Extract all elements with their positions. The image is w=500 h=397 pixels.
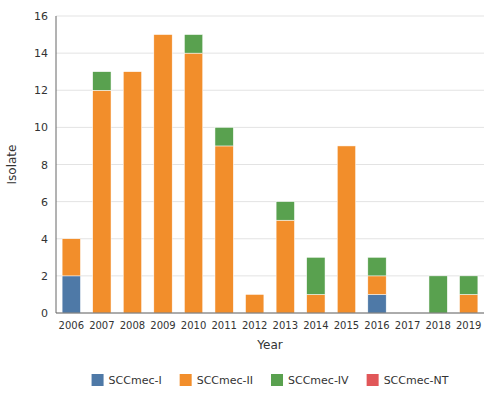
legend-swatch — [271, 374, 283, 386]
y-tick-label: 8 — [41, 159, 48, 172]
x-tick-label: 2007 — [89, 320, 114, 331]
legend-swatch — [180, 374, 192, 386]
bar-segment — [62, 238, 80, 239]
grid-line — [56, 16, 484, 17]
x-tick-label: 2006 — [59, 320, 84, 331]
bar-segment — [246, 294, 264, 313]
bar-segment — [276, 201, 294, 202]
bar-segment — [368, 276, 386, 295]
y-tick-label: 6 — [41, 196, 48, 209]
x-tick-label: 2010 — [181, 320, 206, 331]
legend-swatch — [367, 374, 379, 386]
y-axis-label: Isolate — [5, 145, 19, 185]
x-tick-label: 2019 — [456, 320, 481, 331]
x-tick-label: 2016 — [364, 320, 389, 331]
bar-segment — [62, 239, 80, 276]
bar-segment — [276, 220, 294, 313]
bar-segment — [154, 35, 172, 313]
bar-segment — [184, 53, 202, 313]
bar-segment — [215, 127, 233, 146]
grid — [56, 16, 484, 313]
bar-segment — [368, 294, 386, 313]
grid-line — [56, 90, 484, 91]
x-axis-line — [56, 313, 484, 314]
x-axis-label: Year — [256, 338, 282, 352]
x-tick-label: 2008 — [120, 320, 145, 331]
grid-line — [56, 53, 484, 54]
legend-item: SCCmec-II — [180, 374, 253, 387]
x-tick-label: 2011 — [211, 320, 236, 331]
bar-segment — [93, 72, 111, 91]
bar-segment — [307, 257, 325, 258]
bar-segment — [215, 127, 233, 128]
x-tick-label: 2017 — [395, 320, 420, 331]
bar-segment — [307, 257, 325, 294]
y-tick-label: 4 — [41, 233, 48, 246]
bar-segment — [337, 146, 355, 313]
legend-item: SCCmec-I — [92, 374, 162, 387]
bars — [62, 35, 478, 313]
y-axis-line — [56, 16, 57, 313]
bar-segment — [460, 294, 478, 313]
bar-segment — [276, 202, 294, 221]
legend-label: SCCmec-I — [109, 374, 162, 387]
y-tick-label: 12 — [34, 84, 48, 97]
y-tick-label: 2 — [41, 270, 48, 283]
grid-line — [56, 313, 484, 314]
bar-segment — [62, 238, 80, 239]
bar-segment — [246, 294, 264, 295]
grid-line — [56, 127, 484, 128]
bar-segment — [123, 71, 141, 72]
bar-segment — [154, 34, 172, 35]
grid-line — [56, 275, 484, 276]
legend: SCCmec-I SCCmec-II SCCmec-IV SCCmec-NT — [92, 374, 449, 387]
x-tick-label: 2015 — [334, 320, 359, 331]
x-tick-label: 2014 — [303, 320, 328, 331]
bar-segment — [337, 145, 355, 146]
bar-segment — [368, 257, 386, 276]
bar-segment — [460, 276, 478, 295]
x-tick-label: 2012 — [242, 320, 267, 331]
y-tick-label: 14 — [34, 47, 48, 60]
bar-segment — [460, 275, 478, 276]
bar-segment — [154, 34, 172, 35]
bar-segment — [429, 276, 447, 313]
bar-segment — [429, 275, 447, 276]
legend-item: SCCmec-NT — [367, 374, 449, 387]
bar-segment — [215, 146, 233, 313]
bar-segment — [337, 145, 355, 146]
legend-label: SCCmec-IV — [288, 374, 349, 387]
bar-segment — [123, 71, 141, 72]
x-tick-label: 2018 — [425, 320, 450, 331]
bar-segment — [368, 257, 386, 258]
y-tick-label: 10 — [34, 121, 48, 134]
bar-segment — [123, 72, 141, 313]
grid-line — [56, 201, 484, 202]
legend-label: SCCmec-NT — [384, 374, 449, 387]
legend-label: SCCmec-II — [197, 374, 253, 387]
bar-segment — [93, 90, 111, 313]
bar-segment — [93, 71, 111, 72]
bar-segment — [184, 34, 202, 35]
bar-segment — [184, 35, 202, 54]
legend-item: SCCmec-IV — [271, 374, 349, 387]
grid-line — [56, 238, 484, 239]
x-tick-label: 2013 — [273, 320, 298, 331]
chart: 0 2 4 6 8 10 12 14 16 2006 2007 2008 2009 2010 2011 201… — [0, 0, 500, 397]
bar-segment — [307, 294, 325, 313]
grid-line — [56, 164, 484, 165]
bar-segment — [246, 294, 264, 295]
y-tick-label: 0 — [41, 307, 48, 320]
legend-swatch — [92, 374, 104, 386]
y-tick-label: 16 — [34, 10, 48, 23]
bar-segment — [62, 276, 80, 313]
x-tick-label: 2009 — [150, 320, 175, 331]
